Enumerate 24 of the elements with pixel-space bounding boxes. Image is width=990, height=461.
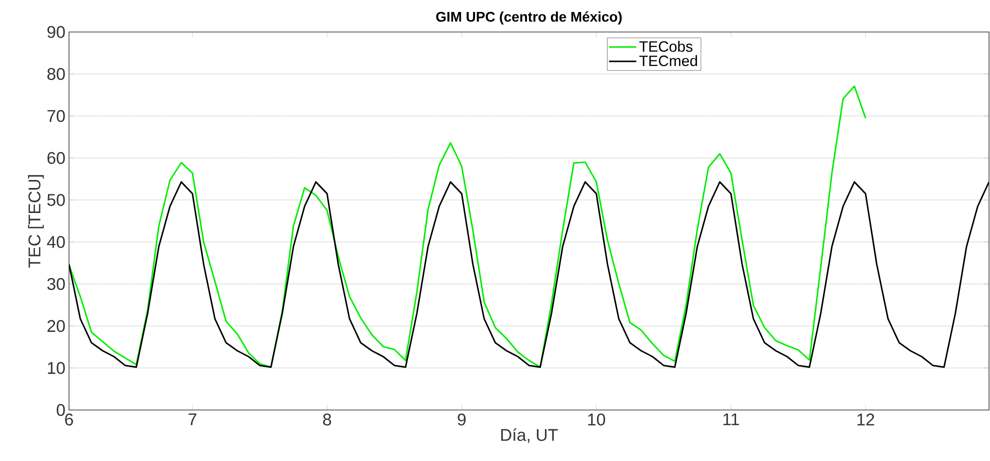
x-tick-label: 6 — [65, 414, 73, 426]
y-tick-label: 80 — [47, 68, 65, 80]
y-tick-label: 0 — [56, 404, 65, 416]
x-axis-title: Día, UT — [501, 428, 558, 443]
y-tick-label: 70 — [48, 110, 65, 122]
y-axis-title: TEC [TECU] — [28, 175, 44, 268]
x-tick-label: 8 — [323, 414, 332, 426]
y-tick-label: 20 — [48, 320, 65, 332]
y-tick-label: 40 — [47, 236, 65, 248]
chart-title: GIM UPC (centro de México) — [436, 11, 622, 24]
y-tick-label: 30 — [47, 278, 65, 290]
line-series — [69, 181, 990, 368]
y-tick-label: 10 — [48, 362, 65, 374]
x-tick-label: 12 — [857, 414, 874, 426]
x-tick-label: 10 — [588, 414, 606, 426]
line-series — [69, 85, 866, 368]
legend-label: TECmed — [639, 55, 697, 66]
y-tick-label: 60 — [48, 152, 65, 164]
y-tick-label: 90 — [47, 26, 65, 38]
x-tick-label: 9 — [458, 414, 466, 426]
x-tick-label: 11 — [723, 414, 739, 426]
x-tick-label: 7 — [188, 414, 196, 426]
y-tick-label: 50 — [47, 194, 65, 206]
legend-label: TECobs — [639, 40, 692, 52]
